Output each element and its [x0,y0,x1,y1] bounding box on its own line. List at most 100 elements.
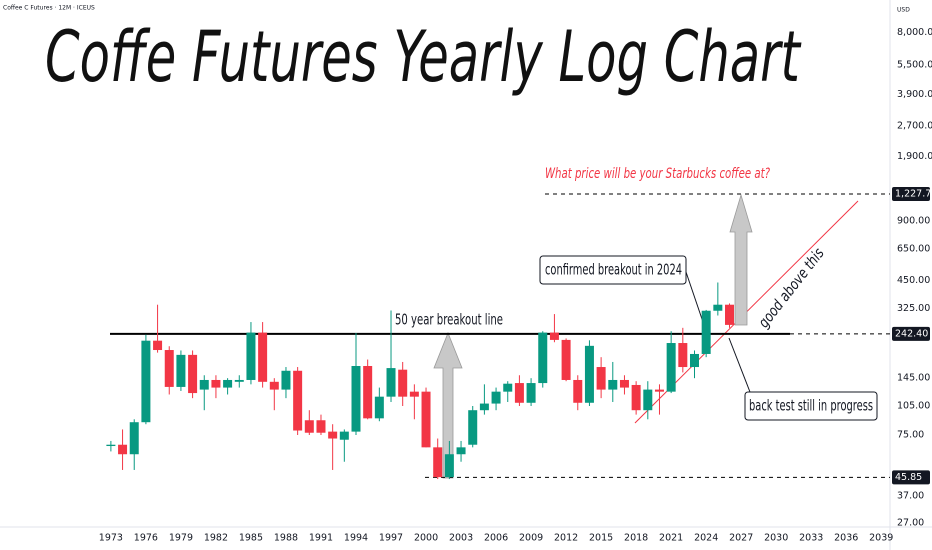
candle-body [538,332,548,384]
candle-body [129,422,139,455]
y-tick-label: 900.00 [897,215,930,226]
price-label-box [892,187,930,202]
annotation: back test still in progress [749,397,873,415]
candle-body [211,379,221,388]
candle-body [643,389,653,411]
candle-body [573,379,583,403]
candle-body [608,379,618,390]
candle-body [153,340,163,351]
candle-body [526,383,536,403]
x-tick-label: 2015 [589,533,613,544]
candle-body [316,420,326,433]
candle-body [141,340,151,423]
x-tick-label: 1988 [274,533,298,544]
annotation: 50 year breakout line [395,311,503,329]
candle-body [246,332,256,380]
y-tick-label: 1,900.00 [897,151,932,162]
candle-body [514,383,524,403]
annotation-box [744,391,878,421]
x-tick-label: 2036 [834,533,858,544]
x-tick-label: 2012 [554,533,578,544]
x-tick-label: 2033 [799,533,823,544]
x-tick-label: 2027 [729,533,753,544]
candle-body [269,381,279,390]
candle-body [596,367,606,390]
candle-body [631,384,641,411]
candle-body [374,396,384,419]
x-tick-label: 1973 [99,533,123,544]
candle-body [351,365,361,432]
x-tick-label: 1979 [169,533,193,544]
candle-body [164,350,174,387]
candle-body [561,339,571,380]
candle-body [619,379,629,388]
annotation: confirmed breakout in 2024 [545,261,682,279]
y-tick-label: 37.00 [897,490,924,501]
candle-body [234,379,244,382]
x-tick-label: 2021 [659,533,683,544]
y-tick-label: 650.00 [897,243,930,254]
y-tick-label: 325.00 [897,303,930,314]
candle-body [713,304,723,311]
candle-body [654,389,664,392]
connector [685,271,704,323]
candle-body [479,403,489,411]
x-tick-label: 1991 [309,533,333,544]
candle-body [678,343,688,368]
subtitle: What price will be your Starbucks coffee… [545,166,770,182]
candle-body [584,345,594,403]
y-tick-label: 8,000.00 [897,27,932,38]
price-label: 45.85 [895,472,922,483]
price-label-box [892,326,930,341]
x-tick-label: 2024 [694,533,718,544]
price-label-box [892,470,930,485]
y-tick-label: 145.00 [897,373,930,384]
candle-body [176,354,186,387]
candle-body [689,353,699,368]
y-tick-label: 5,500.00 [897,59,932,70]
currency: USD [897,7,910,14]
candle-body [456,447,466,455]
x-tick-label: 2006 [484,533,508,544]
x-tick-label: 1982 [204,533,228,544]
candle-body [421,391,431,448]
price-label: 1,227.75 [895,189,932,200]
candle-body [223,379,233,388]
x-tick-label: 1985 [239,533,263,544]
candle-body [328,431,338,439]
candle-body [433,447,443,478]
x-tick-label: 2009 [519,533,543,544]
x-tick-label: 1997 [379,533,403,544]
candle-body [444,454,454,478]
x-tick-label: 2030 [764,533,788,544]
candle-body [293,370,303,431]
candle-body [491,391,501,404]
candle-body [725,304,735,325]
candle-body [409,391,419,397]
y-tick-label: 105.00 [897,400,930,411]
y-tick-label: 75.00 [897,430,924,441]
y-tick-label: 450.00 [897,275,930,286]
candle-body [666,343,676,392]
x-tick-label: 2003 [449,533,473,544]
y-tick-label: 27.00 [897,518,924,529]
annotation-box [539,255,687,285]
candle-body [106,444,116,447]
candle-body [281,370,291,390]
connector [728,337,751,393]
candle-body [386,368,396,397]
x-tick-label: 1994 [344,533,368,544]
candle-body [398,369,408,397]
candle-body [363,365,373,419]
y-tick-label: 3,900.00 [897,89,932,100]
candle-body [199,379,209,390]
price-levels: 1,227.75 242.40 45.85 [110,187,932,485]
candle-body [118,444,128,455]
arrow-up [729,193,753,326]
candle-body [468,410,478,445]
candle-body [503,383,513,392]
candle-body [188,354,198,394]
candle-body [549,332,559,340]
